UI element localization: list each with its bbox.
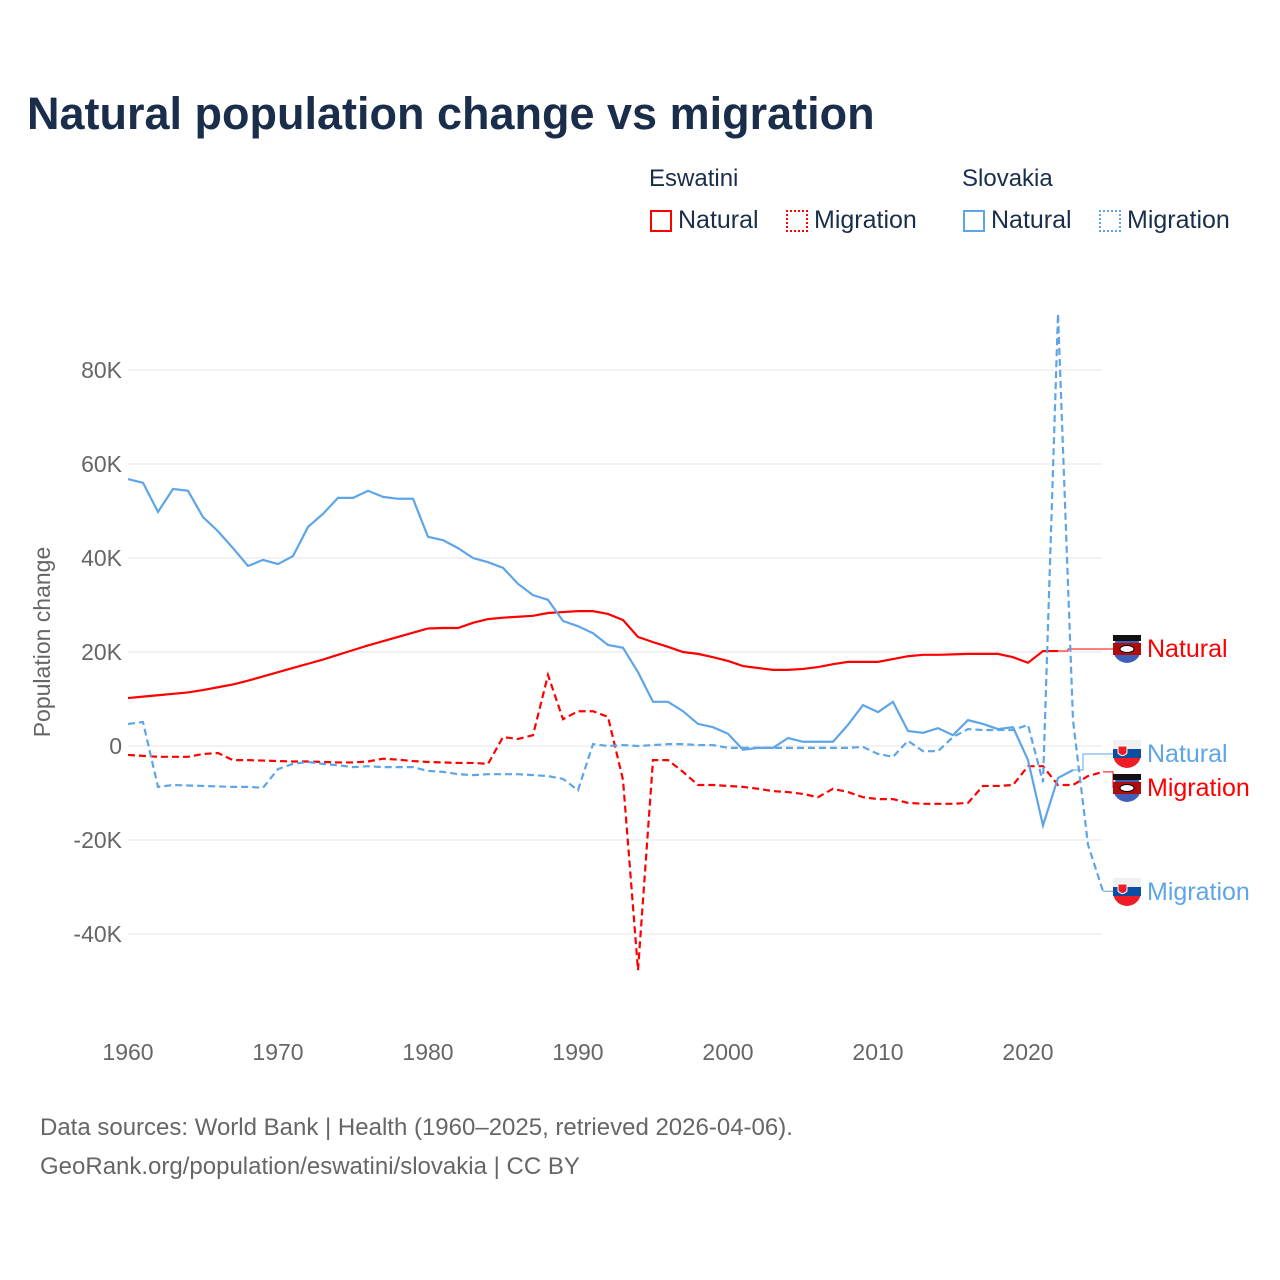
flag-stripe bbox=[1113, 635, 1141, 641]
flag-shield bbox=[1117, 883, 1128, 894]
y-tick-label: -40K bbox=[73, 921, 122, 947]
flag-stripe bbox=[1113, 878, 1141, 887]
end-label-eswatini-migration: Migration bbox=[1147, 774, 1250, 802]
legend-label: Natural bbox=[991, 206, 1072, 234]
legend-group-slovakia: Slovakia bbox=[962, 165, 1053, 192]
x-tick-label: 1980 bbox=[402, 1039, 453, 1065]
series-line-slovakia-migration bbox=[127, 313, 1105, 892]
end-label-slovakia-migration: Migration bbox=[1147, 878, 1250, 906]
y-tick-label: 40K bbox=[81, 545, 123, 571]
flag-shield bbox=[1119, 645, 1135, 653]
flag-shield bbox=[1117, 745, 1128, 756]
x-tick-label: 2010 bbox=[852, 1039, 903, 1065]
x-tick-label: 2020 bbox=[1002, 1039, 1053, 1065]
end-label-slovakia-natural: Natural bbox=[1147, 740, 1228, 768]
flag-shield bbox=[1119, 784, 1135, 792]
x-tick-label: 1960 bbox=[102, 1039, 153, 1065]
legend-label: Migration bbox=[1127, 206, 1230, 234]
x-tick-label: 2000 bbox=[702, 1039, 753, 1065]
legend-group-eswatini: Eswatini bbox=[649, 165, 739, 192]
source-line-1: Data sources: World Bank | Health (1960–… bbox=[40, 1114, 793, 1141]
label-connector bbox=[1103, 890, 1114, 892]
chart-title: Natural population change vs migration bbox=[27, 88, 875, 139]
x-tick-label: 1990 bbox=[552, 1039, 603, 1065]
y-tick-label: 0 bbox=[109, 733, 122, 759]
y-tick-label: 60K bbox=[81, 451, 123, 477]
y-tick-label: -20K bbox=[73, 827, 122, 853]
legend-item-eswatini-migration[interactable]: Migration bbox=[786, 206, 917, 235]
legend-swatch bbox=[1099, 209, 1121, 232]
legend-swatch bbox=[650, 209, 672, 232]
series-line-slovakia-natural bbox=[127, 477, 1074, 830]
series-line-eswatini-natural bbox=[127, 610, 1058, 700]
y-tick-label: 20K bbox=[81, 639, 123, 665]
legend-swatch bbox=[786, 209, 808, 232]
legend-item-slovakia-natural[interactable]: Natural bbox=[963, 206, 1072, 235]
x-tick-label: 1970 bbox=[252, 1039, 303, 1065]
legend-label: Natural bbox=[678, 206, 759, 234]
label-connector bbox=[1103, 771, 1114, 788]
legend-label: Migration bbox=[814, 206, 917, 234]
flag-stripe bbox=[1113, 740, 1141, 749]
y-axis-label: Population change bbox=[29, 547, 55, 738]
legend-item-eswatini-natural[interactable]: Natural bbox=[650, 206, 759, 235]
series-line-eswatini-migration bbox=[127, 671, 1104, 971]
legend-item-slovakia-migration[interactable]: Migration bbox=[1099, 206, 1230, 235]
flag-stripe bbox=[1113, 774, 1141, 780]
source-line-2[interactable]: GeoRank.org/population/eswatini/slovakia… bbox=[40, 1153, 580, 1180]
legend-swatch bbox=[963, 209, 985, 232]
label-connector bbox=[1058, 648, 1113, 652]
end-label-eswatini-natural: Natural bbox=[1147, 635, 1228, 663]
source-note: Data sources: World Bank | Health (1960–… bbox=[40, 1108, 793, 1186]
y-tick-label: 80K bbox=[81, 357, 123, 383]
